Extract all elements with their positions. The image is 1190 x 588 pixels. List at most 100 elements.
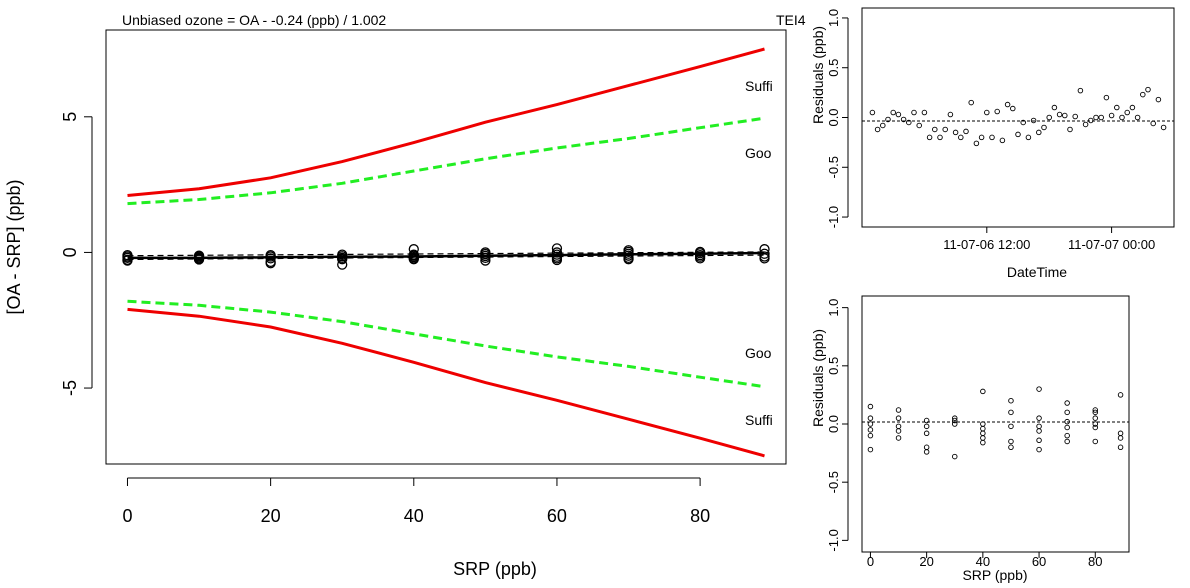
- residuals-srp-point: [1064, 438, 1070, 445]
- residuals-time-point: [1077, 87, 1084, 94]
- residuals-time-point: [1030, 117, 1037, 124]
- residuals-srp-chart: Residuals (ppb) SRP (ppb) -1.0 -0.5 0.0 0.5…: [810, 295, 1130, 583]
- residuals-time-chart: Residuals (ppb) DateTime -1.0 -0.5 0.0 0.5 1…: [810, 7, 1175, 280]
- residuals-time-point: [1041, 124, 1047, 131]
- residuals-time-point: [952, 129, 959, 136]
- residuals-time-x-tick-label: 11-07-06 12:00: [943, 237, 1030, 252]
- residuals-time-point: [1020, 119, 1026, 126]
- main-x-tick-label: 20: [261, 506, 281, 526]
- residuals-srp-point: [1064, 424, 1070, 431]
- main-series-line-4: [127, 251, 765, 260]
- residuals-time-point: [1155, 96, 1162, 103]
- annotation-good-upper: Goo: [745, 145, 772, 161]
- main-series: [127, 47, 765, 458]
- residuals-srp-point: [951, 417, 958, 424]
- residuals-srp-points: [867, 386, 1124, 460]
- main-axes: 0 20 40 60 80 -5 0 5: [60, 112, 710, 526]
- residuals-srp-point: [895, 423, 902, 430]
- residuals-time-points: [869, 86, 1167, 147]
- residuals-srp-point: [951, 421, 958, 427]
- residuals-srp-point: [1092, 424, 1099, 431]
- residuals-srp-point: [980, 430, 986, 437]
- residuals-time-point: [1072, 113, 1078, 120]
- residuals-srp-point: [1064, 409, 1070, 416]
- residuals-srp-x-tick-label: 40: [976, 554, 990, 569]
- residuals-time-point: [1129, 104, 1136, 111]
- residuals-time-point: [958, 134, 964, 141]
- residuals-time-point: [1134, 114, 1141, 121]
- residuals-srp-point: [895, 435, 902, 441]
- residuals-srp-point: [867, 403, 874, 410]
- residuals-time-y-tick-label: -0.5: [826, 156, 841, 178]
- residuals-srp-point: [895, 407, 902, 413]
- residuals-srp-point: [980, 439, 986, 446]
- main-series-line-2: [127, 116, 765, 206]
- residuals-time-point: [885, 116, 891, 123]
- residuals-time-x-tick-label: 11-07-07 00:00: [1068, 237, 1155, 252]
- residuals-time-point: [1150, 120, 1156, 127]
- residuals-srp-point: [867, 432, 874, 439]
- residuals-srp-x-tick-label: 80: [1088, 554, 1102, 569]
- annotation-sufficient-lower: Suffi: [745, 412, 773, 428]
- residuals-srp-point: [1092, 415, 1099, 421]
- residuals-srp-point: [1008, 444, 1014, 451]
- main-data-point: [408, 254, 419, 265]
- residuals-srp-point: [923, 417, 930, 424]
- residuals-srp-point: [1117, 392, 1124, 398]
- residuals-srp-y-tick-label: 0.0: [826, 415, 841, 433]
- main-series-line-0: [127, 47, 765, 197]
- residuals-srp-point: [1064, 418, 1070, 425]
- residuals-srp-point: [1008, 423, 1014, 430]
- main-chart: Unbiased ozone = OA - -0.24 (ppb) / 1.00…: [4, 12, 806, 579]
- residuals-time-point: [937, 134, 943, 141]
- main-y-tick-label: -5: [60, 380, 80, 396]
- residuals-time-point: [1015, 131, 1021, 138]
- residuals-srp-point: [867, 415, 874, 421]
- residuals-srp-point: [895, 415, 902, 421]
- residuals-srp-point: [867, 421, 874, 427]
- residuals-time-y-tick-label: 0.0: [826, 108, 841, 126]
- residuals-time-point: [911, 109, 917, 116]
- residuals-time-point: [1082, 121, 1089, 128]
- residuals-srp-point: [1036, 423, 1042, 430]
- residuals-srp-point: [1036, 446, 1042, 453]
- residuals-time-point: [1067, 126, 1073, 133]
- main-x-tick-label: 60: [547, 506, 567, 526]
- residuals-time-point: [906, 119, 912, 126]
- residuals-time-point: [1145, 86, 1151, 93]
- residuals-time-point: [973, 140, 980, 147]
- residuals-srp-point: [1008, 409, 1014, 416]
- main-y-tick-label: 5: [60, 112, 80, 122]
- residuals-time-point: [942, 126, 948, 133]
- residuals-srp-point: [980, 425, 986, 432]
- residuals-srp-point: [1117, 430, 1124, 437]
- main-series-line-1: [127, 307, 765, 458]
- residuals-time-point: [1056, 111, 1063, 118]
- main-x-tick-label: 40: [404, 506, 424, 526]
- annotation-good-lower: Goo: [745, 345, 772, 361]
- residuals-srp-point: [1092, 409, 1099, 416]
- main-data-point: [480, 252, 491, 264]
- residuals-time-point: [874, 126, 881, 133]
- main-series-line-6: [127, 251, 765, 257]
- main-plot-frame: [105, 29, 787, 465]
- residuals-srp-point: [980, 388, 986, 395]
- residuals-time-point: [978, 134, 985, 141]
- residuals-srp-point: [951, 453, 958, 460]
- residuals-srp-y-tick-label: 1.0: [826, 299, 841, 317]
- residuals-srp-point: [1036, 437, 1042, 444]
- residuals-srp-x-tick-label: 0: [867, 554, 874, 569]
- annotation-sufficient-upper: Suffi: [745, 78, 773, 94]
- residuals-srp-point: [867, 446, 874, 453]
- residuals-time-point: [1051, 104, 1058, 111]
- residuals-time-point: [1124, 109, 1130, 116]
- residuals-time-point: [994, 108, 1000, 115]
- residuals-srp-x-tick-label: 60: [1032, 554, 1046, 569]
- residuals-srp-point: [1036, 428, 1042, 434]
- residuals-srp-y-tick-label: -0.5: [826, 471, 841, 493]
- residuals-srp-point: [923, 449, 930, 455]
- residuals-time-point: [1004, 101, 1011, 108]
- residuals-time-point: [1062, 112, 1068, 119]
- residuals-time-point: [1046, 114, 1052, 121]
- main-data-point: [759, 248, 770, 259]
